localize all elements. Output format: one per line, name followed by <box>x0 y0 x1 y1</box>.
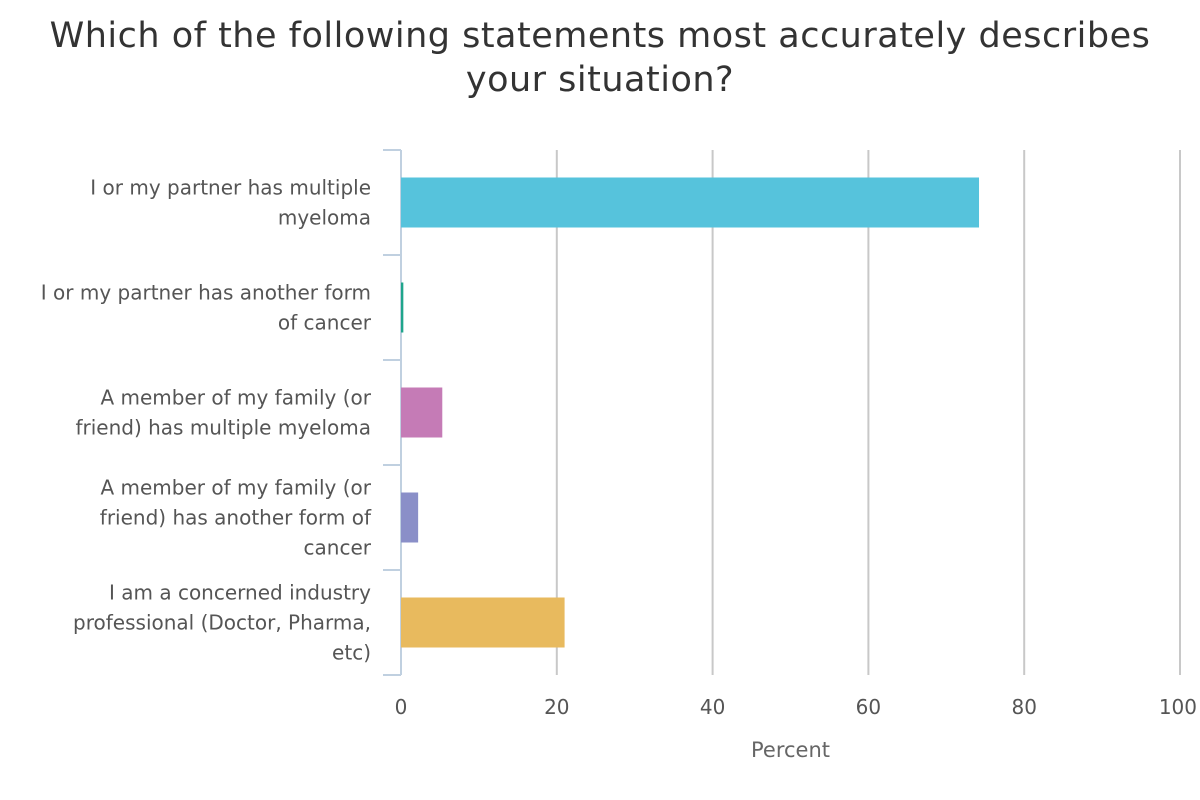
x-tick-label: 40 <box>700 695 725 719</box>
bar <box>401 177 980 228</box>
chart-title: Which of the following statements most a… <box>0 14 1200 102</box>
x-axis-title: Percent <box>751 738 830 762</box>
x-tick-label: 100 <box>1159 695 1197 719</box>
category-label-line: of cancer <box>278 311 372 335</box>
bar <box>401 492 419 543</box>
x-tick-label: 0 <box>395 695 408 719</box>
category-label-line: I am a concerned industry <box>109 581 371 605</box>
chart-title-line-1: Which of the following statements most a… <box>49 16 1151 56</box>
x-tick-label: 80 <box>1011 695 1036 719</box>
category-label: I am a concerned industry professional (D… <box>73 581 371 665</box>
bar <box>401 387 443 438</box>
bar <box>401 282 404 333</box>
category-label-line: I or my partner has multiple <box>90 176 371 200</box>
chart-title-line-2: your situation? <box>465 60 735 100</box>
category-label-line: friend) has multiple myeloma <box>75 416 371 440</box>
x-tick-label: 20 <box>544 695 569 719</box>
category-label: A member of my family (or friend) has mul… <box>75 386 371 440</box>
category-label-line: A member of my family (or <box>100 386 371 410</box>
category-label: I or my partner has another form of cance… <box>41 281 372 335</box>
bar <box>401 597 565 648</box>
category-label: A member of my family (or friend) has ano… <box>100 476 372 560</box>
x-tick-label: 60 <box>856 695 881 719</box>
category-label: I or my partner has multiple myeloma <box>90 176 371 230</box>
category-label-line: etc) <box>332 641 371 665</box>
category-label-line: A member of my family (or <box>100 476 371 500</box>
category-label-line: I or my partner has another form <box>41 281 371 305</box>
category-label-line: friend) has another form of <box>100 506 372 530</box>
category-label-line: professional (Doctor, Pharma, <box>73 611 371 635</box>
category-label-line: myeloma <box>278 206 371 230</box>
category-label-line: cancer <box>304 536 372 560</box>
